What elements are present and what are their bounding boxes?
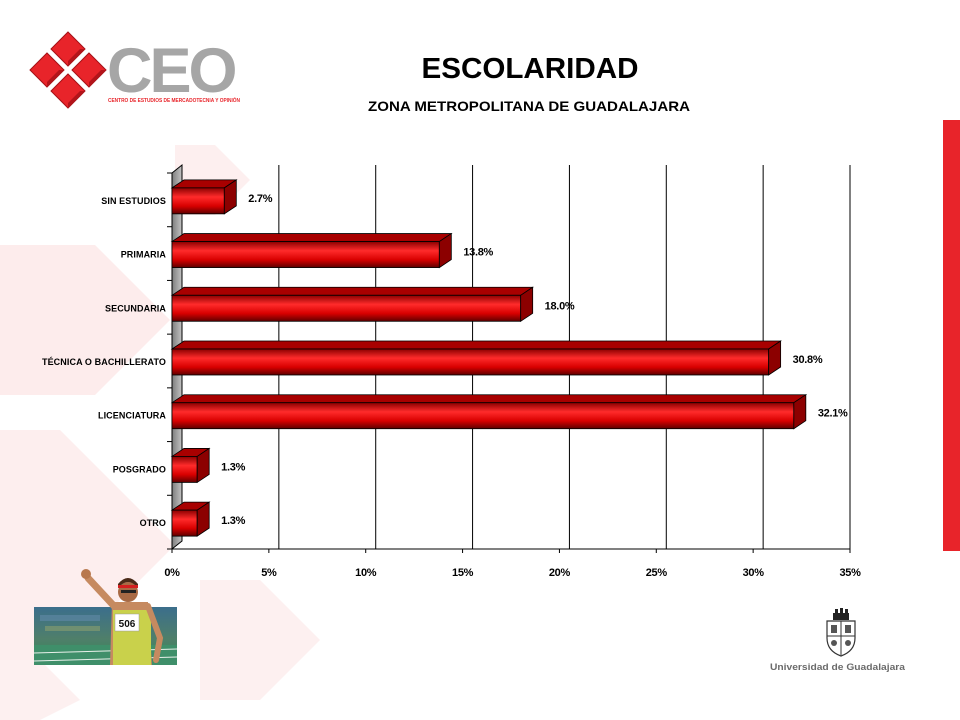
- bar-front-face: [171, 509, 198, 537]
- bar-primaria: [170, 232, 453, 269]
- category-label: PRIMARIA: [121, 250, 167, 260]
- bar-front-face: [171, 348, 770, 376]
- bar-sin-estudios: [170, 179, 238, 215]
- x-tick-label: 15%: [452, 567, 474, 579]
- bar-top-face: [170, 233, 453, 242]
- bar-top-face: [170, 394, 808, 404]
- bar-secundaria: [170, 286, 535, 323]
- accent-side-bar: [943, 120, 960, 551]
- bar-front-face: [171, 294, 522, 322]
- ceo-logo: CEO CENTRO DE ESTUDIOS DE MERCADOTECNIA …: [29, 31, 240, 109]
- ceo-diamond-logo: [29, 31, 107, 109]
- data-label: 1.3%: [221, 515, 245, 527]
- category-label: LICENCIATURA: [98, 411, 166, 421]
- bib-number: 506: [119, 619, 136, 630]
- bar-front-face: [171, 402, 795, 430]
- data-label: 32.1%: [818, 408, 848, 420]
- background-pattern: [0, 145, 320, 720]
- bar-front-face: [171, 456, 198, 483]
- category-label: POSGRADO: [113, 464, 166, 474]
- data-label: 18.0%: [545, 300, 575, 312]
- category-label: OTRO: [140, 518, 166, 528]
- category-label: SIN ESTUDIOS: [101, 196, 166, 206]
- bar-front-face: [171, 187, 225, 215]
- bar-end-face: [768, 340, 782, 376]
- bar-end-face: [520, 286, 534, 323]
- slide-title: ESCOLARIDAD: [422, 53, 639, 85]
- bar-chart: 0% 5% 10% 15% 20% 25% 30% 35% SIN ESTUDIOS 2.7% PR…: [42, 163, 861, 579]
- bar-end-face: [196, 447, 210, 484]
- category-label: SECUNDARIA: [105, 303, 166, 313]
- data-label: 1.3%: [221, 461, 245, 473]
- x-tick-label: 25%: [646, 567, 668, 579]
- data-label: 13.8%: [463, 247, 493, 259]
- data-label: 30.8%: [793, 354, 823, 366]
- bar-top-face: [170, 286, 535, 296]
- x-tick-label: 30%: [743, 567, 765, 579]
- bar-end-face: [793, 393, 807, 430]
- slide-subtitle: ZONA METROPOLITANA DE GUADALAJARA: [368, 98, 690, 114]
- logo-wordmark: CEO: [107, 36, 236, 106]
- bar-end-face: [223, 179, 237, 215]
- x-tick-label: 0%: [164, 567, 180, 579]
- data-label: 2.7%: [248, 193, 272, 205]
- bar-tecnica-o-bachillerato: [170, 340, 782, 376]
- athlete-photo: 506: [33, 569, 178, 665]
- university-name: Universidad de Guadalajara: [770, 662, 906, 673]
- category-label: TÉCNICA O BACHILLERATO: [42, 357, 166, 367]
- bar-top-face: [170, 340, 782, 350]
- bar-posgrado: [170, 447, 211, 484]
- bar-front-face: [171, 241, 440, 268]
- logo-tagline: CENTRO DE ESTUDIOS DE MERCADOTECNIA Y OP…: [108, 96, 240, 104]
- x-tick-label: 5%: [261, 567, 277, 579]
- x-tick-label: 20%: [549, 567, 571, 579]
- x-tick-label: 35%: [839, 567, 861, 579]
- bar-licenciatura: [170, 393, 808, 430]
- udg-seal-icon: [826, 608, 856, 657]
- bar-end-face: [438, 232, 452, 269]
- bar-end-face: [196, 501, 210, 537]
- x-tick-label: 10%: [355, 567, 377, 579]
- bar-otro: [170, 501, 211, 537]
